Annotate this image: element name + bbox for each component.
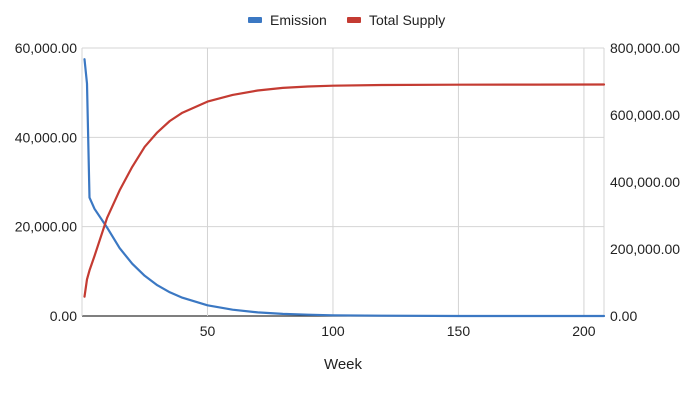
axes: 0.00 20,000.00 40,000.00 60,000.00 0.00 200,0… — [15, 40, 681, 339]
legend-label-total-supply: Total Supply — [369, 12, 445, 28]
series-layer — [83, 58, 606, 318]
grid — [81, 47, 605, 317]
x-tick-label: 150 — [447, 323, 471, 339]
series-line-total-supply — [83, 83, 606, 298]
series-line-emission — [83, 58, 606, 318]
x-tick-label: 100 — [321, 323, 345, 339]
y-left-tick-label: 60,000.00 — [15, 40, 77, 56]
y-right-tick-label: 800,000.00 — [610, 40, 680, 56]
legend-swatch-total-supply — [347, 17, 361, 23]
y-right-tick-label: 400,000.00 — [610, 174, 680, 190]
y-right-tick-label: 0.00 — [610, 308, 637, 324]
x-axis-title: Week — [324, 356, 363, 373]
y-right-tick-label: 600,000.00 — [610, 107, 680, 123]
legend-item-emission: Emission — [248, 12, 327, 28]
y-left-tick-label: 40,000.00 — [15, 129, 77, 145]
y-right-tick-label: 200,000.00 — [610, 241, 680, 257]
legend-swatch-emission — [248, 17, 262, 23]
legend-item-total-supply: Total Supply — [347, 12, 445, 28]
y-left-tick-label: 0.00 — [50, 308, 77, 324]
legend: Emission Total Supply — [248, 12, 445, 28]
x-tick-label: 200 — [572, 323, 596, 339]
legend-label-emission: Emission — [270, 12, 327, 28]
y-left-tick-label: 20,000.00 — [15, 219, 77, 235]
x-tick-label: 50 — [200, 323, 216, 339]
